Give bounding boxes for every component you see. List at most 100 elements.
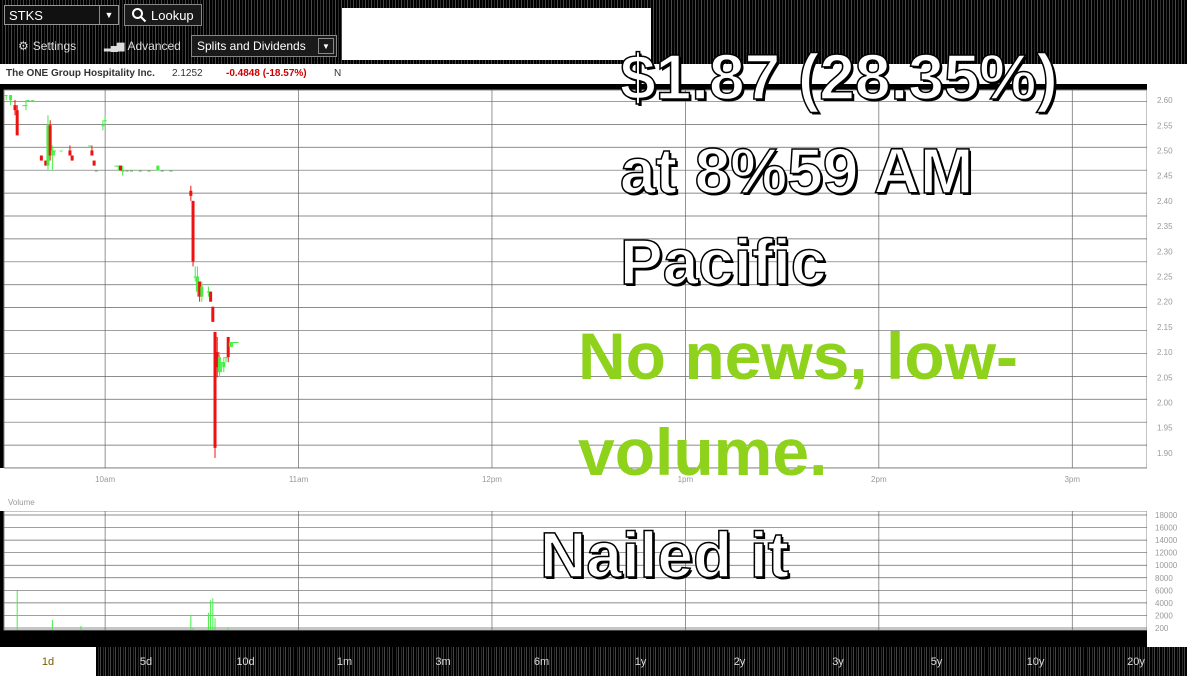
quote-info-bar: The ONE Group Hospitality Inc. 2.1252 -0… <box>0 64 1187 84</box>
y-tick-label: 2.30 <box>1157 247 1173 256</box>
advanced-label: Advanced <box>127 39 181 53</box>
candle-body <box>169 170 173 172</box>
candle-body <box>39 155 43 161</box>
y-axis-strip <box>1147 84 1187 647</box>
settings-label: Settings <box>32 39 77 53</box>
candle-body <box>193 276 197 278</box>
y-tick-label: 2.20 <box>1157 298 1173 307</box>
candle-body <box>200 286 204 297</box>
splits-dividends-dropdown[interactable]: Splits and Dividends ▼ <box>191 35 337 57</box>
overlay-time-text: at 8%59 AM <box>619 134 974 208</box>
price-panel <box>3 89 1148 469</box>
range-button-1m[interactable]: 1m <box>295 647 394 676</box>
advanced-button[interactable]: ▂▄▆ Advanced <box>104 36 181 56</box>
range-button-6m[interactable]: 6m <box>492 647 591 676</box>
candle-body <box>233 342 237 343</box>
overlay-zone-text: Pacific <box>619 225 827 299</box>
candle-body <box>4 95 8 97</box>
company-name: The ONE Group Hospitality Inc. <box>6 68 155 79</box>
y-tick-label: 2.55 <box>1157 121 1173 130</box>
candle-body <box>44 160 48 166</box>
candle-body <box>138 170 142 172</box>
range-button-2y[interactable]: 2y <box>690 647 789 676</box>
candle-body <box>26 100 30 102</box>
chevron-down-icon[interactable]: ▼ <box>99 6 118 24</box>
splits-label: Splits and Dividends <box>197 39 306 53</box>
volume-tick-label: 12000 <box>1155 549 1178 558</box>
range-bar: 1d 5d 10d 1m 3m 6m 1y 2y 3y 5y 10y 20y <box>0 647 1187 676</box>
range-button-5y[interactable]: 5y <box>887 647 986 676</box>
volume-tick-label: 6000 <box>1155 586 1173 595</box>
y-tick-label: 2.10 <box>1157 348 1173 357</box>
range-button-20y[interactable]: 20y <box>1085 647 1187 676</box>
x-tick-label: 12pm <box>482 475 502 484</box>
candle-body <box>31 100 35 102</box>
x-tick-label: 3pm <box>1064 475 1080 484</box>
candle-body <box>88 145 92 147</box>
y-tick-label: 2.35 <box>1157 222 1173 231</box>
y-tick-label: 1.90 <box>1157 449 1173 458</box>
candle-body <box>92 160 96 166</box>
range-button-1y[interactable]: 1y <box>591 647 690 676</box>
y-tick-label: 1.95 <box>1157 424 1173 433</box>
y-tick-label: 2.25 <box>1157 272 1173 281</box>
candle-body <box>228 342 232 348</box>
candle-body <box>198 281 202 297</box>
range-button-1d[interactable]: 1d <box>0 647 96 676</box>
candle-body <box>129 170 133 172</box>
range-button-3y[interactable]: 3y <box>789 647 887 676</box>
volume-tick-label: 16000 <box>1155 524 1178 533</box>
candle-body <box>13 105 17 111</box>
lookup-button[interactable]: Lookup <box>124 4 202 26</box>
range-button-10y[interactable]: 10y <box>986 647 1085 676</box>
candle-body <box>101 125 105 127</box>
volume-tick-label: 4000 <box>1155 599 1173 608</box>
candle-body <box>195 276 199 292</box>
volume-tick-label: 2000 <box>1155 611 1173 620</box>
ticker-input[interactable] <box>7 6 103 24</box>
y-tick-label: 2.05 <box>1157 373 1173 382</box>
candle-body <box>160 170 164 172</box>
range-button-10d[interactable]: 10d <box>196 647 295 676</box>
volume-title: Volume <box>8 498 35 507</box>
volume-tick-label: 200 <box>1155 624 1169 633</box>
candle-body <box>231 342 235 343</box>
x-tick-label: 1pm <box>678 475 694 484</box>
y-tick-label: 2.45 <box>1157 172 1173 181</box>
range-button-5d[interactable]: 5d <box>96 647 196 676</box>
settings-button[interactable]: ⚙ Settings <box>18 36 76 56</box>
last-price: 2.1252 <box>172 68 203 79</box>
candle-body <box>114 165 118 167</box>
overlay-verdict-text: Nailed it <box>539 518 789 592</box>
x-tick-label: 2pm <box>871 475 887 484</box>
candle-body <box>59 150 63 152</box>
candle-body <box>125 170 129 172</box>
lookup-label: Lookup <box>151 7 194 23</box>
y-tick-label: 2.15 <box>1157 323 1173 332</box>
candle-body <box>53 150 57 152</box>
redaction-patch <box>342 8 651 60</box>
candle-body <box>226 336 230 358</box>
candle-body <box>118 165 122 171</box>
candle-body <box>68 150 72 156</box>
range-button-3m[interactable]: 3m <box>394 647 492 676</box>
candle-body <box>103 120 107 122</box>
volume-tick-label: 18000 <box>1155 511 1178 520</box>
chart-area[interactable]: 2.60 2.55 2.50 2.45 2.40 2.35 2.30 2.25 2.20 2.15… <box>0 84 1187 647</box>
ticker-combobox[interactable]: ▼ <box>4 5 119 25</box>
candle-body <box>191 200 195 262</box>
candle-body <box>217 357 221 373</box>
overlay-price-text: $1.87 (28.35%) <box>619 40 1058 114</box>
x-tick-label: 10am <box>95 475 115 484</box>
candle-body <box>121 170 125 172</box>
candle-body <box>94 170 98 172</box>
chevron-down-icon[interactable]: ▼ <box>318 38 334 54</box>
overlay-news-line2: volume. <box>578 415 828 489</box>
volume-tick-label: 14000 <box>1155 536 1178 545</box>
candle-body <box>211 306 215 322</box>
candle-body <box>70 155 74 161</box>
gear-icon: ⚙ <box>18 39 29 53</box>
y-tick-label: 2.40 <box>1157 197 1173 206</box>
candle-body <box>90 150 94 156</box>
candle-body <box>222 362 226 368</box>
